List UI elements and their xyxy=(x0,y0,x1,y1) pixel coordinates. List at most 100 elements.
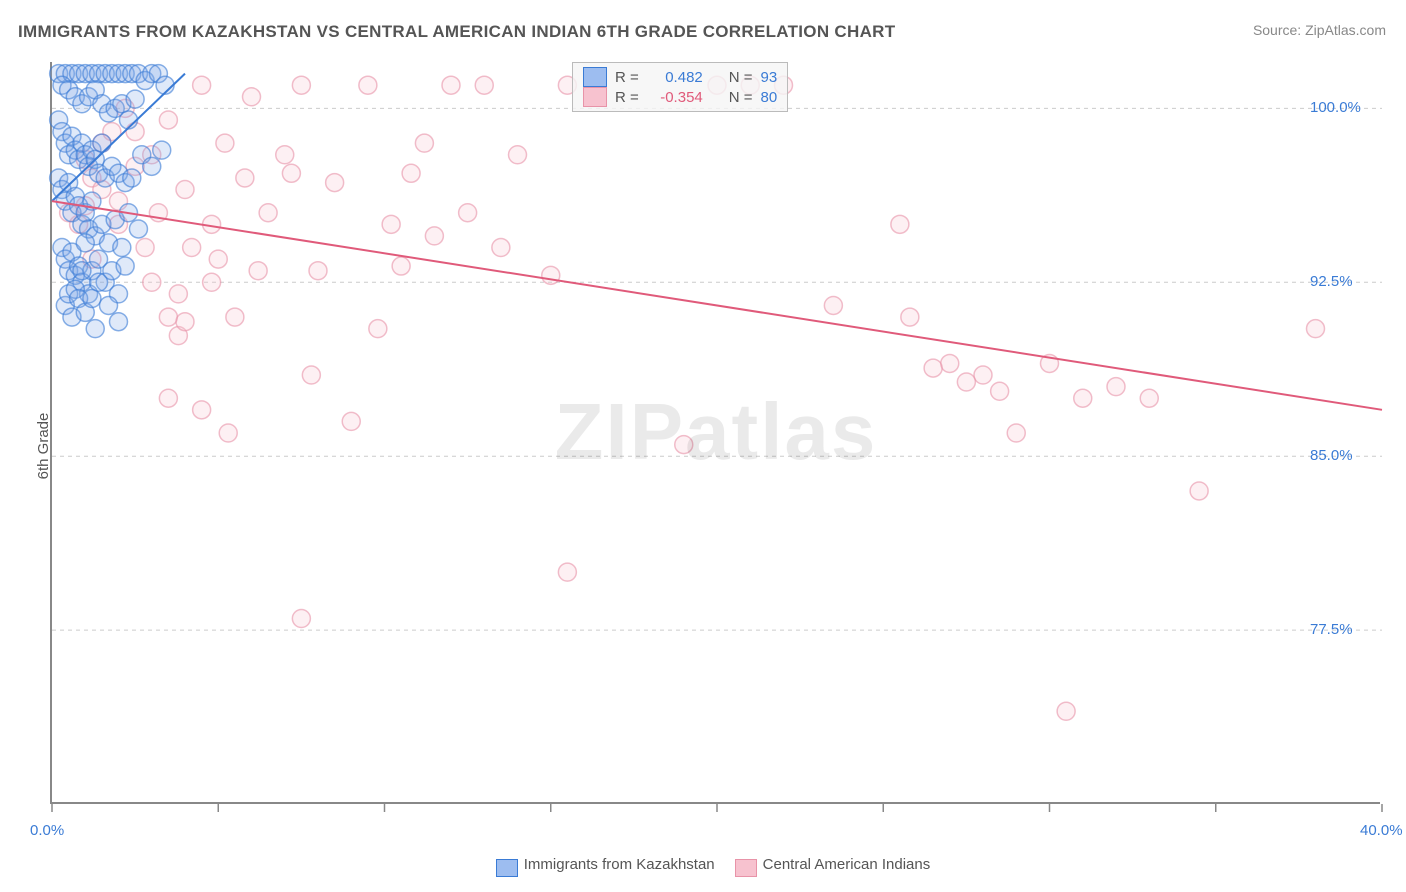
datapoint-central_american xyxy=(183,239,201,257)
datapoint-central_american xyxy=(159,389,177,407)
datapoint-central_american xyxy=(1057,702,1075,720)
datapoint-central_american xyxy=(159,111,177,129)
datapoint-kazakhstan xyxy=(116,257,134,275)
r-label: R = xyxy=(615,69,639,86)
datapoint-central_american xyxy=(193,401,211,419)
datapoint-central_american xyxy=(415,134,433,152)
datapoint-central_american xyxy=(136,239,154,257)
datapoint-central_american xyxy=(143,273,161,291)
datapoint-central_american xyxy=(991,382,1009,400)
r-value: -0.354 xyxy=(647,89,703,106)
datapoint-central_american xyxy=(209,250,227,268)
bottom-legend: Immigrants from Kazakhstan Central Americ… xyxy=(0,856,1406,874)
datapoint-central_american xyxy=(282,164,300,182)
r-value: 0.482 xyxy=(647,69,703,86)
stats-legend: R = 0.482 N = 93 R = -0.354 N = 80 xyxy=(572,62,788,112)
datapoint-central_american xyxy=(369,320,387,338)
datapoint-central_american xyxy=(901,308,919,326)
datapoint-central_american xyxy=(1007,424,1025,442)
scatter-svg xyxy=(52,62,1380,802)
datapoint-kazakhstan xyxy=(126,90,144,108)
legend-swatch xyxy=(496,859,518,877)
datapoint-kazakhstan xyxy=(143,157,161,175)
datapoint-central_american xyxy=(292,76,310,94)
datapoint-central_american xyxy=(957,373,975,391)
datapoint-central_american xyxy=(1140,389,1158,407)
datapoint-central_american xyxy=(1190,482,1208,500)
plot-area: ZIPatlas R =0.482N =93R =-0.354N =80 xyxy=(50,62,1380,804)
legend-swatch xyxy=(583,67,607,87)
legend-label: Immigrants from Kazakhstan xyxy=(524,856,715,873)
datapoint-central_american xyxy=(342,412,360,430)
legend-swatch xyxy=(735,859,757,877)
datapoint-central_american xyxy=(558,563,576,581)
datapoint-central_american xyxy=(169,285,187,303)
datapoint-central_american xyxy=(509,146,527,164)
chart-title: IMMIGRANTS FROM KAZAKHSTAN VS CENTRAL AM… xyxy=(18,22,895,42)
datapoint-central_american xyxy=(176,181,194,199)
datapoint-central_american xyxy=(176,313,194,331)
datapoint-central_american xyxy=(675,436,693,454)
trendline-central_american xyxy=(52,201,1382,410)
datapoint-kazakhstan xyxy=(76,234,94,252)
datapoint-kazakhstan xyxy=(83,290,101,308)
datapoint-central_american xyxy=(259,204,277,222)
datapoint-central_american xyxy=(924,359,942,377)
datapoint-kazakhstan xyxy=(119,111,137,129)
datapoint-central_american xyxy=(941,354,959,372)
datapoint-central_american xyxy=(302,366,320,384)
datapoint-central_american xyxy=(243,88,261,106)
datapoint-central_american xyxy=(425,227,443,245)
ytick-label: 77.5% xyxy=(1310,621,1353,638)
datapoint-central_american xyxy=(326,174,344,192)
datapoint-kazakhstan xyxy=(110,313,128,331)
datapoint-central_american xyxy=(236,169,254,187)
datapoint-kazakhstan xyxy=(123,169,141,187)
datapoint-kazakhstan xyxy=(90,273,108,291)
datapoint-kazakhstan xyxy=(129,220,147,238)
n-label: N = xyxy=(729,89,753,106)
datapoint-kazakhstan xyxy=(93,134,111,152)
datapoint-central_american xyxy=(402,164,420,182)
n-value: 93 xyxy=(761,69,778,86)
datapoint-central_american xyxy=(219,424,237,442)
datapoint-central_american xyxy=(1074,389,1092,407)
datapoint-central_american xyxy=(1307,320,1325,338)
datapoint-central_american xyxy=(475,76,493,94)
n-label: N = xyxy=(729,69,753,86)
datapoint-central_american xyxy=(249,262,267,280)
r-label: R = xyxy=(615,89,639,106)
xtick-label: 0.0% xyxy=(30,822,64,839)
n-value: 80 xyxy=(761,89,778,106)
datapoint-central_american xyxy=(392,257,410,275)
datapoint-central_american xyxy=(226,308,244,326)
datapoint-central_american xyxy=(359,76,377,94)
stats-legend-row: R = -0.354 N = 80 xyxy=(583,87,777,107)
ytick-label: 92.5% xyxy=(1310,273,1353,290)
xtick-label: 40.0% xyxy=(1360,822,1403,839)
datapoint-central_american xyxy=(159,308,177,326)
source-label: Source: ZipAtlas.com xyxy=(1253,22,1386,38)
datapoint-central_american xyxy=(442,76,460,94)
datapoint-kazakhstan xyxy=(86,320,104,338)
ytick-label: 85.0% xyxy=(1310,447,1353,464)
datapoint-kazakhstan xyxy=(73,262,91,280)
datapoint-central_american xyxy=(492,239,510,257)
datapoint-central_american xyxy=(382,215,400,233)
datapoint-central_american xyxy=(309,262,327,280)
datapoint-central_american xyxy=(542,266,560,284)
ytick-label: 100.0% xyxy=(1310,99,1361,116)
datapoint-central_american xyxy=(1107,378,1125,396)
legend-swatch xyxy=(583,87,607,107)
datapoint-kazakhstan xyxy=(153,141,171,159)
datapoint-central_american xyxy=(276,146,294,164)
legend-label: Central American Indians xyxy=(763,856,931,873)
datapoint-central_american xyxy=(459,204,477,222)
datapoint-central_american xyxy=(974,366,992,384)
datapoint-central_american xyxy=(193,76,211,94)
datapoint-central_american xyxy=(891,215,909,233)
datapoint-central_american xyxy=(216,134,234,152)
stats-legend-row: R = 0.482 N = 93 xyxy=(583,67,777,87)
datapoint-central_american xyxy=(203,273,221,291)
datapoint-central_american xyxy=(292,610,310,628)
